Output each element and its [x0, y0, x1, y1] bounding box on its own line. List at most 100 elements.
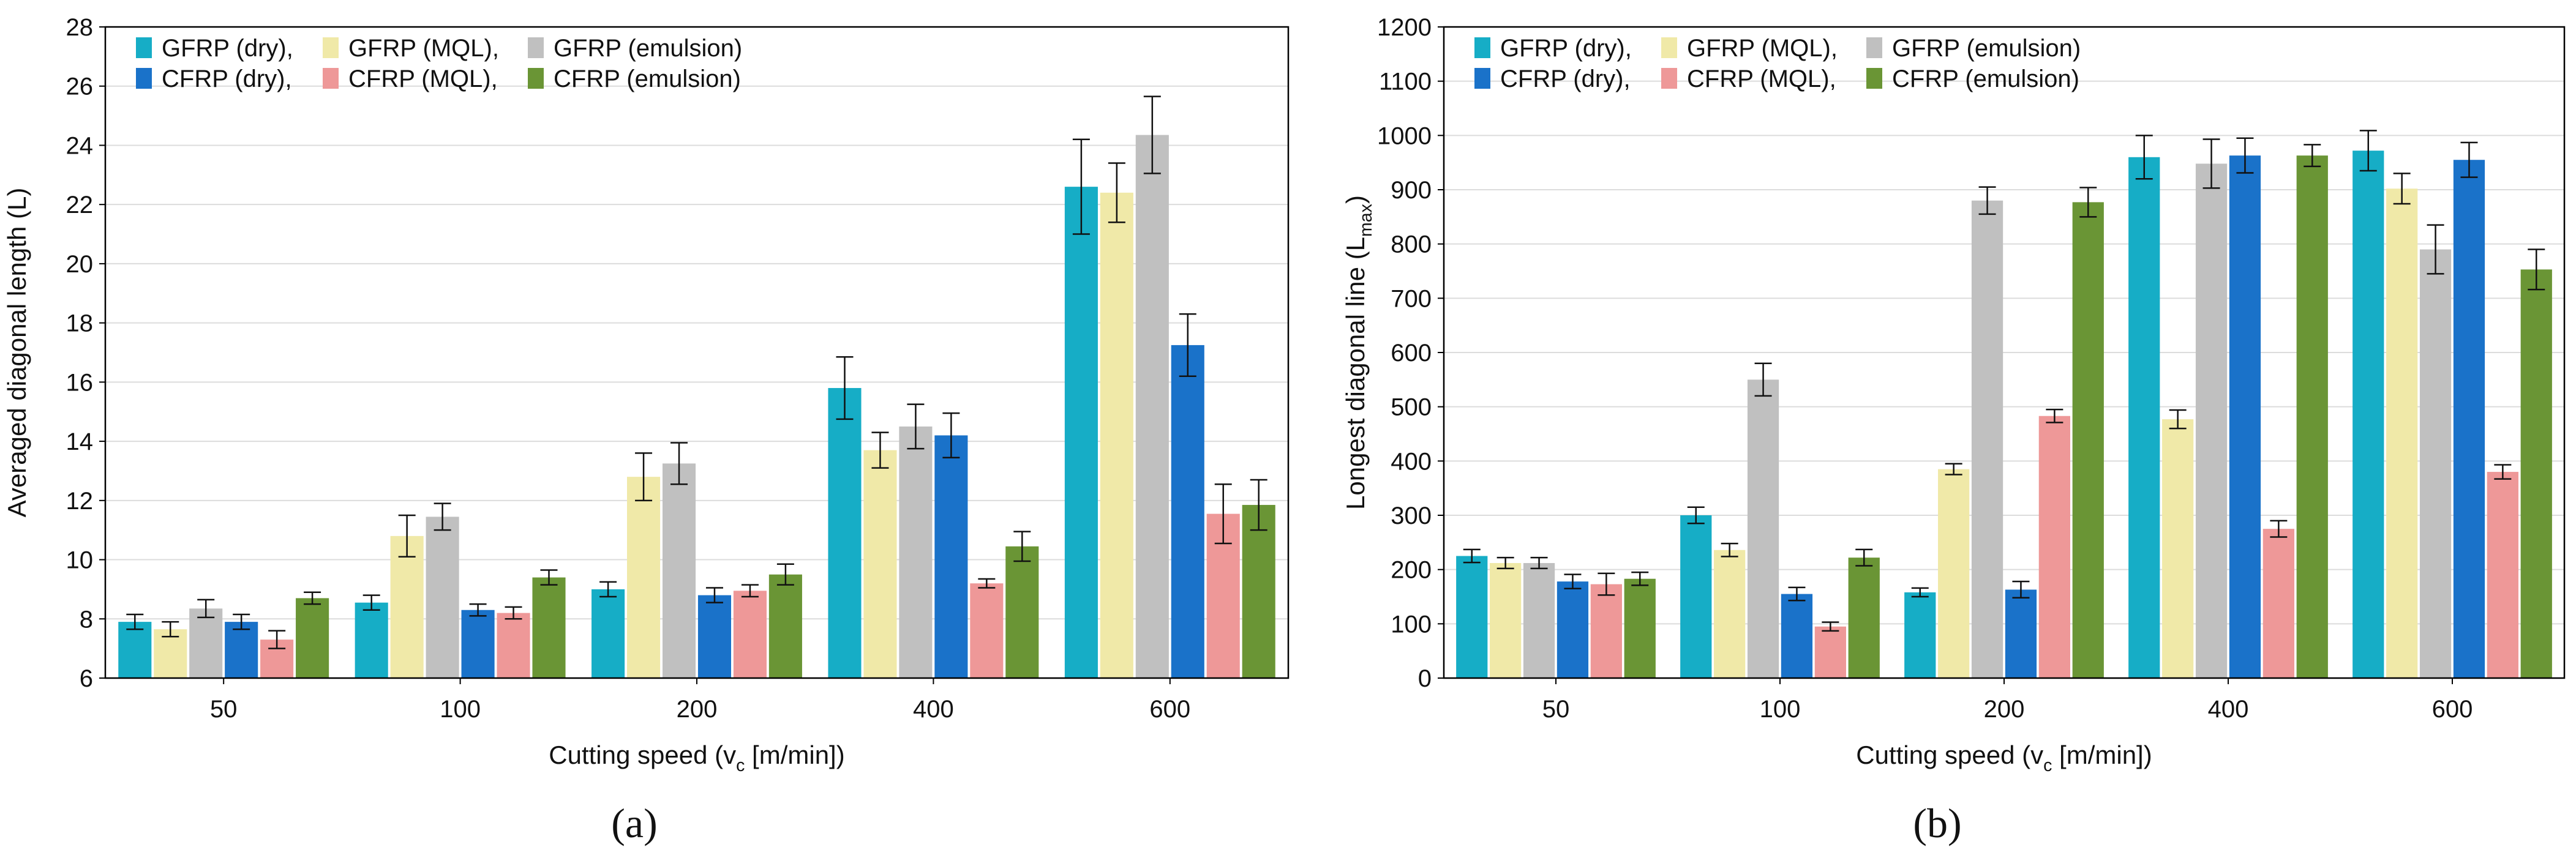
bar — [2386, 188, 2418, 678]
bar — [2072, 202, 2104, 679]
bar — [2419, 249, 2452, 678]
legend-swatch — [1661, 37, 1677, 58]
bar — [296, 598, 329, 678]
y-axis-title: Longest diagonal line (Lmax) — [1341, 195, 1376, 510]
y-axis-title-part: Averaged diagonal length (L) — [2, 188, 31, 518]
bar — [461, 610, 495, 678]
bar — [1064, 187, 1098, 678]
x-tick-label: 200 — [1984, 696, 2025, 723]
bar — [733, 591, 767, 678]
bar — [1781, 594, 1813, 678]
plot-frame — [1443, 26, 2566, 679]
chart-a: 6 8 10 12 14 16 18 20 22 24 26 28 50 100 200 400 600 Cutt… — [2, 14, 1290, 775]
bar — [1938, 469, 1970, 678]
bar — [2262, 529, 2294, 678]
y-tick-label: 18 — [66, 310, 94, 337]
x-axis-title-part: c — [2043, 756, 2052, 775]
bar — [768, 574, 802, 678]
legend-label: GFRP (emulsion) — [1892, 35, 2081, 62]
x-tick-label: 50 — [1542, 696, 1570, 723]
legend-label: GFRP (MQL), — [1687, 35, 1838, 62]
bar — [189, 608, 223, 678]
bar — [532, 577, 566, 678]
bar — [2038, 416, 2070, 678]
bar — [1971, 200, 2003, 678]
y-tick-label: 20 — [66, 251, 94, 278]
x-tick-label: 600 — [1149, 696, 1190, 723]
y-axis-title-part: Longest diagonal line (L — [1341, 237, 1370, 510]
x-tick-label: 600 — [2432, 696, 2473, 723]
legend-label: CFRP (MQL), — [1687, 65, 1836, 92]
legend-label: CFRP (emulsion) — [1892, 65, 2079, 92]
bar — [1456, 556, 1488, 678]
bar — [2005, 589, 2037, 678]
legend-swatch — [136, 37, 152, 58]
bar — [1171, 345, 1204, 678]
bar — [863, 450, 897, 678]
bar — [390, 535, 424, 678]
legend-swatch — [136, 68, 152, 89]
y-tick-label: 400 — [1391, 448, 1432, 475]
legend-swatch — [1866, 37, 1882, 58]
bar — [1714, 550, 1746, 678]
chart-b: 0 100 200 300 400 500 600 700 800 900 1000 1100 1200… — [1341, 14, 2566, 775]
x-tick-label: 400 — [913, 696, 954, 723]
bar — [697, 595, 732, 678]
x-tick-label: 100 — [1760, 696, 1801, 723]
y-axis-title: Averaged diagonal length (L) — [2, 188, 31, 518]
y-tick-label: 16 — [66, 369, 94, 396]
y-tick-label: 200 — [1391, 557, 1432, 584]
y-tick-label: 1100 — [1379, 69, 1432, 95]
x-axis-title-part: [m/min]) — [2052, 740, 2152, 769]
y-tick-label: 12 — [66, 488, 94, 515]
x-tick-label: 100 — [440, 696, 481, 723]
y-tick-label: 8 — [80, 606, 93, 633]
y-tick-label: 1200 — [1377, 14, 1432, 41]
legend-label: GFRP (dry), — [162, 35, 293, 62]
y-tick-label: 800 — [1391, 231, 1432, 258]
bar — [225, 622, 258, 678]
bar — [899, 426, 933, 678]
bar — [426, 517, 459, 678]
legend-swatch — [1661, 68, 1677, 89]
bar — [1680, 515, 1712, 678]
x-axis-title-part: Cutting speed (v — [1856, 740, 2043, 769]
bar — [591, 589, 625, 678]
bar — [1904, 592, 1936, 678]
x-axis-title-part: [m/min]) — [745, 740, 844, 769]
y-tick-label: 500 — [1391, 394, 1432, 421]
bar — [662, 463, 696, 678]
legend-label: CFRP (emulsion) — [554, 65, 741, 92]
x-tick-label: 400 — [2208, 696, 2249, 723]
legend: GFRP (dry), GFRP (MQL), GFRP (emulsion) CFR… — [136, 35, 742, 92]
y-tick-label: 600 — [1391, 340, 1432, 367]
bar — [1848, 558, 1880, 678]
x-axis-title: Cutting speed (vc [m/min]) — [549, 740, 844, 775]
bar — [1747, 379, 1779, 678]
bar — [2520, 269, 2552, 679]
y-tick-label: 900 — [1391, 177, 1432, 204]
y-tick-label: 700 — [1391, 285, 1432, 312]
legend-swatch — [323, 37, 339, 58]
legend-swatch — [1474, 68, 1490, 89]
bar — [1590, 584, 1622, 678]
legend-swatch — [1866, 68, 1882, 89]
legend-swatch — [1474, 37, 1490, 58]
bar — [355, 602, 388, 678]
plot-frame — [104, 26, 1290, 679]
bar — [1100, 192, 1133, 678]
panel-label: (a) — [611, 800, 657, 846]
x-axis-title-part: c — [736, 756, 745, 775]
bar — [1005, 546, 1039, 678]
bar — [2162, 419, 2194, 678]
legend-label: GFRP (MQL), — [348, 35, 499, 62]
y-tick-label: 14 — [66, 428, 94, 455]
x-axis-title-part: Cutting speed (v — [549, 740, 736, 769]
bar — [1523, 563, 1555, 678]
y-tick-label: 300 — [1391, 502, 1432, 529]
panel-label: (b) — [1913, 800, 1961, 846]
bar — [1135, 135, 1169, 678]
legend-label: CFRP (MQL), — [348, 65, 498, 92]
